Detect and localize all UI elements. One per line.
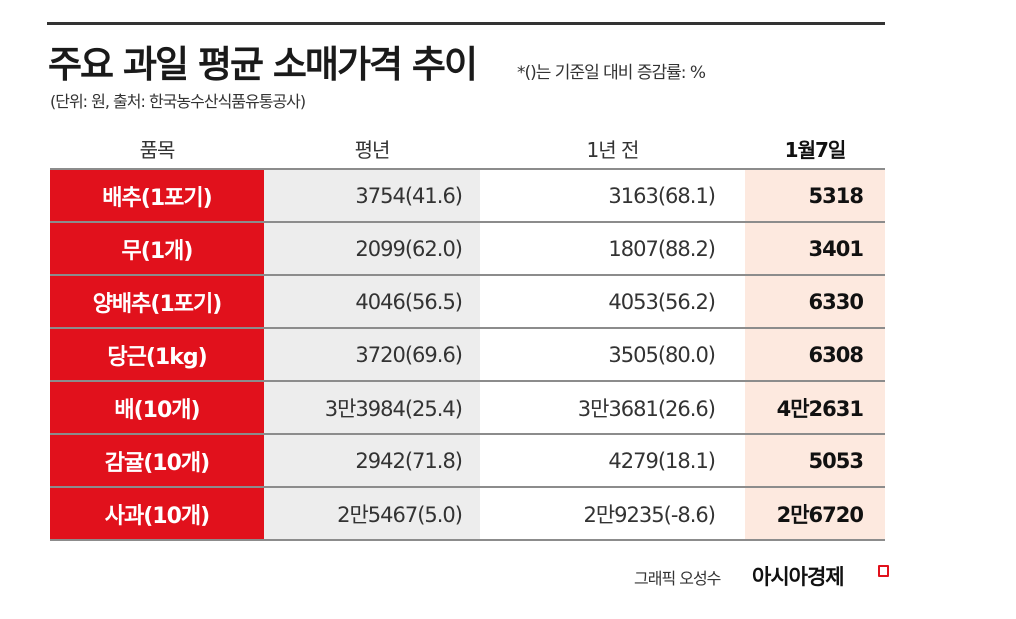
average-cell: 2099(62.0) [264,223,480,274]
item-cell: 배추(1포기) [50,170,264,221]
item-cell: 배(10개) [50,382,264,433]
unit-source-note: (단위: 원, 출처: 한국농수산식품유통공사) [50,92,306,111]
year-ago-cell: 1807(88.2) [480,223,745,274]
item-cell: 감귤(10개) [50,435,264,486]
average-cell: 2만5467(5.0) [264,488,480,539]
average-cell: 4046(56.5) [264,276,480,327]
item-cell: 당근(1kg) [50,329,264,380]
item-cell: 양배추(1포기) [50,276,264,327]
average-cell: 2942(71.8) [264,435,480,486]
current-cell: 5318 [745,170,885,221]
top-rule [47,22,885,25]
table-row: 배(10개) 3만3984(25.4) 3만3681(26.6) 4만2631 [50,380,885,433]
page-title: 주요 과일 평균 소매가격 추이 [48,43,478,86]
current-cell: 3401 [745,223,885,274]
column-header-year-ago: 1년 전 [586,137,640,162]
table-row: 양배추(1포기) 4046(56.5) 4053(56.2) 6330 [50,274,885,327]
price-table: 품목 평년 1년 전 1월7일 배추(1포기) 3754(41.6) 3163(… [50,128,885,541]
column-header-average: 평년 [354,137,391,162]
column-header-item: 품목 [139,137,176,162]
table-row: 배추(1포기) 3754(41.6) 3163(68.1) 5318 [50,168,885,221]
average-cell: 3만3984(25.4) [264,382,480,433]
current-cell: 4만2631 [745,382,885,433]
year-ago-cell: 3만3681(26.6) [480,382,745,433]
column-header-current: 1월7일 [784,137,847,162]
average-cell: 3720(69.6) [264,329,480,380]
brand-logo: 아시아경제 [752,565,845,589]
year-ago-cell: 4053(56.2) [480,276,745,327]
item-cell: 사과(10개) [50,488,264,539]
table-row: 사과(10개) 2만5467(5.0) 2만9235(-8.6) 2만6720 [50,486,885,541]
percent-note: *()는 기준일 대비 증감률: % [517,63,706,83]
year-ago-cell: 3505(80.0) [480,329,745,380]
current-cell: 6308 [745,329,885,380]
table-header: 품목 평년 1년 전 1월7일 [50,128,885,168]
year-ago-cell: 3163(68.1) [480,170,745,221]
current-cell: 6330 [745,276,885,327]
year-ago-cell: 4279(18.1) [480,435,745,486]
table-row: 당근(1kg) 3720(69.6) 3505(80.0) 6308 [50,327,885,380]
table-row: 감귤(10개) 2942(71.8) 4279(18.1) 5053 [50,433,885,486]
current-cell: 2만6720 [745,488,885,539]
year-ago-cell: 2만9235(-8.6) [480,488,745,539]
average-cell: 3754(41.6) [264,170,480,221]
table-row: 무(1개) 2099(62.0) 1807(88.2) 3401 [50,221,885,274]
item-cell: 무(1개) [50,223,264,274]
brand-mark-icon [878,565,889,577]
graphic-credit: 그래픽 오성수 [634,569,721,588]
current-cell: 5053 [745,435,885,486]
